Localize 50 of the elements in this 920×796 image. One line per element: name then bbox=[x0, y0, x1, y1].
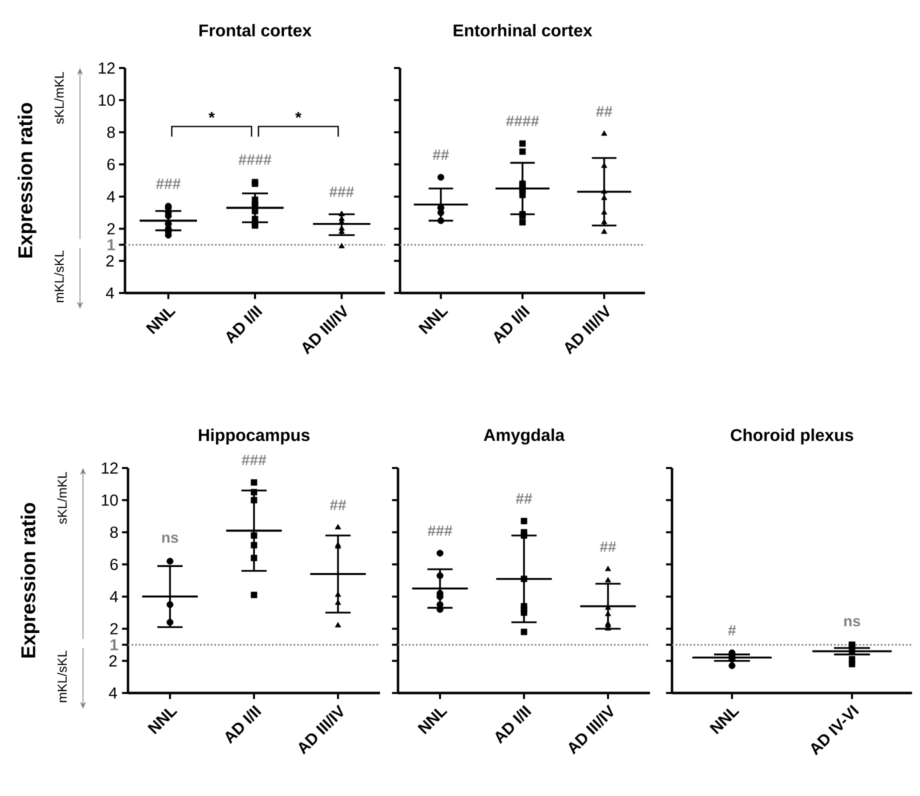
annotation: ## bbox=[596, 106, 612, 116]
y-axis-title: Expression ratio bbox=[18, 102, 36, 258]
x-tick-label: AD I/II bbox=[494, 305, 530, 344]
chart-title: Hippocampus bbox=[198, 428, 310, 444]
annotation: ns bbox=[844, 618, 860, 626]
text: mKL/sKL bbox=[57, 650, 67, 702]
y-tick-label: 12 bbox=[102, 462, 118, 474]
y-tick-label: 10 bbox=[102, 494, 118, 506]
y-tick-label: 1 bbox=[110, 639, 118, 650]
x-tick-label: AD I/II bbox=[226, 305, 262, 344]
annotation: #### bbox=[506, 116, 539, 126]
y-tick-label: 2 bbox=[107, 223, 115, 234]
annotation: ## bbox=[600, 542, 616, 552]
annotation: * bbox=[208, 112, 215, 118]
annotation: ## bbox=[516, 493, 532, 504]
annotation: ### bbox=[428, 526, 452, 536]
annotation: ### bbox=[156, 178, 181, 189]
text: sKL/mKL bbox=[54, 72, 64, 124]
x-tick-label: AD I/II bbox=[495, 705, 532, 744]
y-tick-label: 8 bbox=[110, 526, 118, 538]
y-tick-label: 8 bbox=[107, 126, 115, 138]
y-tick-label: 4 bbox=[106, 191, 115, 202]
x-tick-label: NNL bbox=[418, 308, 448, 334]
chart-title: Frontal cortex bbox=[199, 24, 312, 36]
annotation: ## bbox=[330, 500, 346, 510]
y-tick-label: 12 bbox=[98, 62, 115, 74]
y-tick-label: 6 bbox=[107, 158, 115, 170]
annotation: ### bbox=[329, 186, 354, 197]
x-tick-label: NNL bbox=[146, 308, 176, 334]
chart-title: Choroid plexus bbox=[730, 428, 854, 444]
x-tick-label: NNL bbox=[148, 708, 178, 734]
text: sKL/mKL bbox=[57, 472, 67, 524]
y-axis-title: Expression ratio bbox=[20, 502, 40, 658]
text: mKL/sKL bbox=[54, 250, 64, 302]
y-tick-label: 10 bbox=[98, 94, 115, 106]
chart-title: Entorhinal cortex bbox=[454, 24, 592, 36]
annotation: * bbox=[295, 112, 302, 118]
y-tick-label: 1 bbox=[108, 239, 116, 250]
text: ### bbox=[242, 454, 266, 466]
annotation: ## bbox=[432, 150, 449, 160]
y-tick-label: 4 bbox=[110, 591, 118, 602]
x-tick-label: AD I/II bbox=[225, 705, 262, 744]
annotation: # bbox=[728, 625, 736, 636]
y-tick-label: 2 bbox=[110, 623, 118, 634]
chart-title: Amygdala bbox=[484, 428, 565, 444]
x-tick-label: NNL bbox=[418, 708, 448, 734]
y-tick-label: 6 bbox=[110, 558, 118, 570]
x-tick-label: NNL bbox=[710, 708, 740, 734]
annotation: ns bbox=[162, 534, 178, 543]
annotation: #### bbox=[238, 154, 272, 165]
